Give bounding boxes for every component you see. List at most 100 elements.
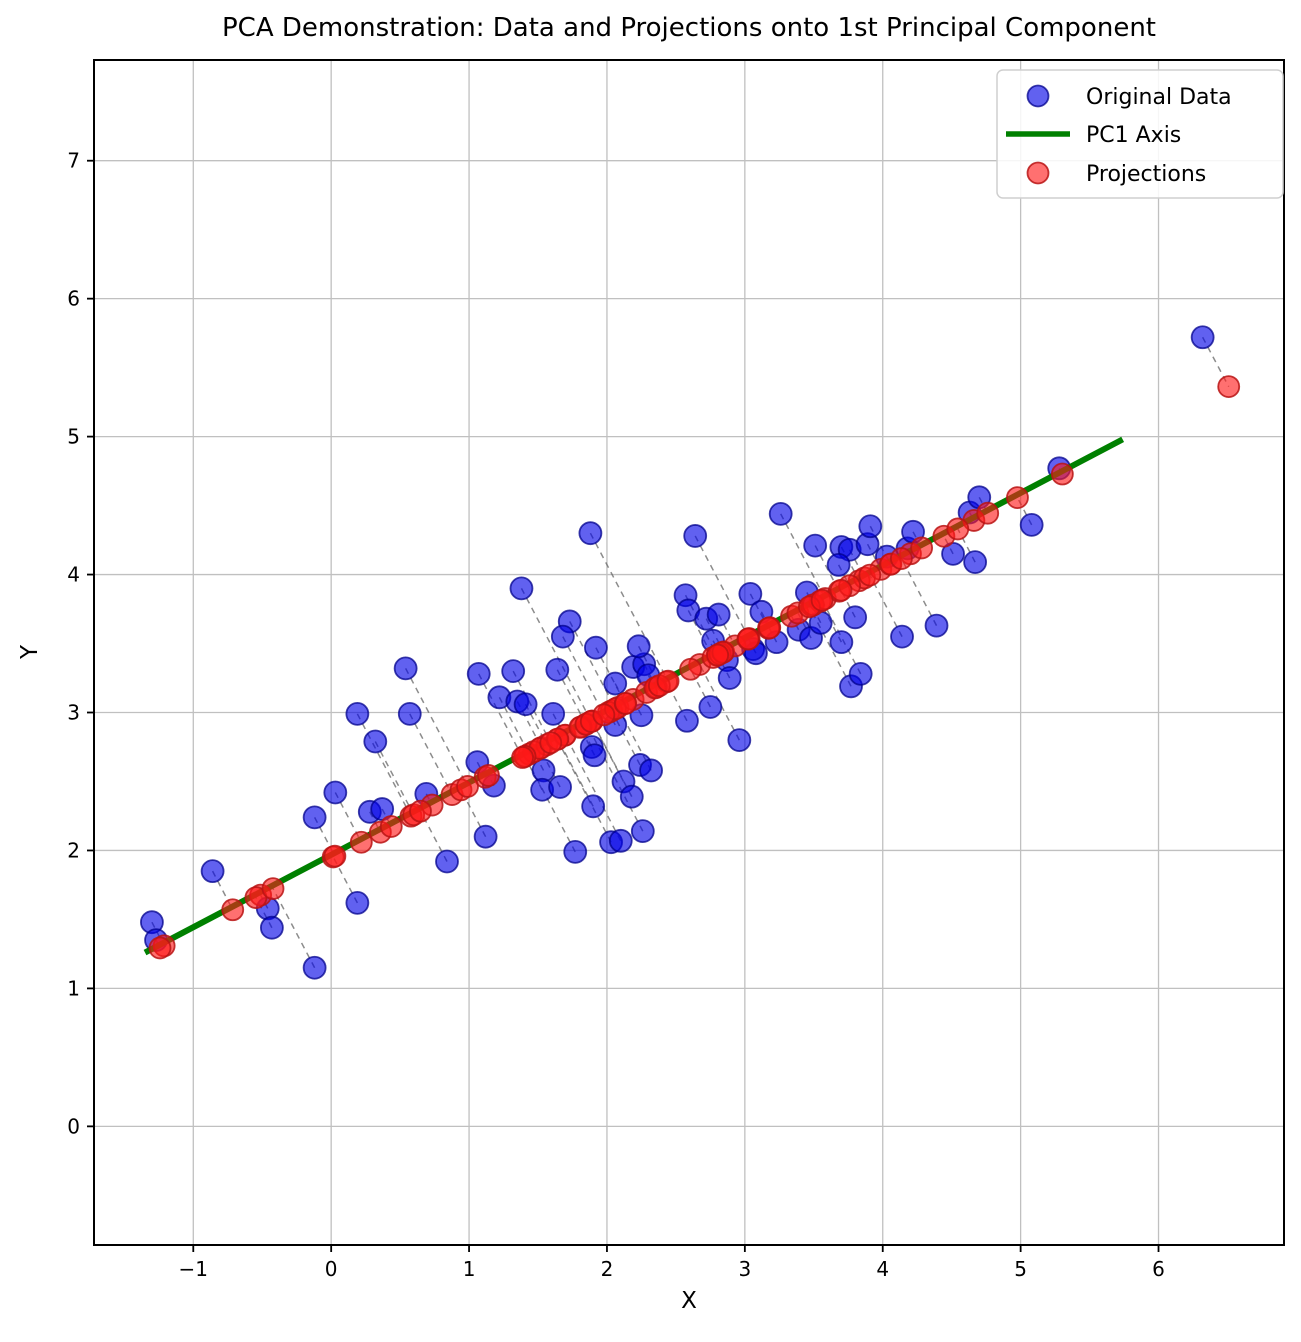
projection-point [477, 764, 500, 787]
projection-point [679, 657, 702, 681]
projection-point [976, 501, 1000, 525]
original-data-point [548, 775, 572, 799]
original-data-point [706, 602, 731, 627]
connector-line [900, 558, 938, 626]
original-data-point [727, 728, 752, 752]
x-tick-label: 6 [1152, 1257, 1165, 1281]
connector-line [356, 713, 412, 817]
connector-line [564, 734, 622, 842]
original-data-point [584, 635, 608, 660]
connector-line [589, 532, 669, 682]
original-data-point [509, 576, 534, 601]
original-data-point [603, 671, 628, 696]
y-tick-label: 4 [67, 563, 80, 587]
original-data-point [963, 550, 988, 575]
y-tick-label: 6 [67, 287, 80, 311]
original-data-points [140, 325, 1215, 980]
y-tick-label: 7 [67, 149, 80, 173]
original-data-point [363, 729, 388, 754]
original-data-point [466, 661, 491, 686]
projection-point [946, 517, 970, 541]
original-data-point [858, 514, 883, 539]
original-data-point [619, 784, 644, 809]
y-tick-label: 1 [67, 976, 80, 1000]
x-tick-label: 0 [325, 1257, 338, 1281]
projection-point [592, 703, 616, 727]
connector-line [409, 713, 453, 795]
original-data-point [345, 701, 370, 726]
x-tick-label: 4 [876, 1257, 889, 1281]
y-tick-label: 3 [67, 701, 80, 725]
connector-line [808, 606, 852, 687]
chart-title: PCA Demonstration: Data and Projections … [221, 13, 1156, 43]
original-data-point [639, 758, 663, 783]
original-data-point [738, 581, 763, 606]
projection-point [810, 588, 834, 612]
original-data-point [323, 780, 348, 805]
projection-point [261, 877, 285, 901]
projection-point [706, 643, 730, 667]
connector-line [821, 599, 862, 675]
y-tick-label: 5 [67, 425, 80, 449]
connector-line [272, 888, 316, 969]
original-data-point [848, 661, 873, 686]
original-data-point [393, 656, 418, 681]
original-data-point [501, 659, 526, 684]
projection-point [349, 830, 373, 854]
legend: Original Data PC1 Axis Projections [996, 69, 1284, 199]
connector-line [699, 664, 740, 741]
x-tick-label: 3 [738, 1257, 751, 1281]
projection-point [1217, 375, 1241, 399]
legend-label: Projections [1086, 162, 1206, 187]
original-data-point [200, 859, 225, 884]
original-data-point [397, 701, 422, 726]
connector-line [562, 636, 605, 716]
original-data-point [843, 605, 868, 630]
original-data-point [698, 695, 723, 719]
connector-line [780, 513, 826, 599]
projection-point [757, 616, 781, 640]
connector-line [374, 741, 415, 816]
original-data-point [541, 701, 566, 726]
projection-point [539, 731, 563, 755]
connector-line [694, 535, 750, 639]
legend-item-projections: Projections [1026, 161, 1206, 187]
connector-lines [151, 336, 1230, 969]
legend-box [996, 69, 1284, 199]
projection-point [656, 669, 680, 693]
original-data-point [829, 630, 854, 655]
original-data-point [1019, 512, 1044, 537]
x-tick-label: −1 [179, 1257, 208, 1281]
original-data-point [768, 501, 793, 526]
y-tick-label: 0 [67, 1114, 80, 1138]
projection-point [890, 547, 913, 570]
y-axis-label: Y [17, 644, 43, 660]
y-axis: 0 1 2 3 4 5 6 7 [67, 149, 94, 1138]
projection-point [409, 799, 432, 823]
connector-line [569, 621, 617, 710]
legend-item-pc1-axis: PC1 Axis [1006, 123, 1181, 148]
projection-point [511, 746, 534, 769]
axes-spines [93, 59, 1285, 1246]
original-data-point [608, 828, 633, 853]
original-data-point [1190, 325, 1215, 350]
x-tick-label: 5 [1014, 1257, 1027, 1281]
original-data-point [435, 849, 459, 874]
original-data-point [803, 533, 828, 558]
grid-lines [94, 60, 1284, 1245]
original-data-point [924, 613, 949, 638]
original-data-point [626, 634, 651, 659]
original-data-point [563, 839, 588, 864]
legend-item-original-data: Original Data [1026, 84, 1232, 110]
original-data-point [581, 794, 606, 819]
original-data-point [630, 819, 655, 844]
connector-line [556, 739, 612, 843]
legend-label: PC1 Axis [1086, 123, 1181, 148]
original-data-point [513, 692, 538, 717]
projection-points [148, 375, 1241, 960]
projection-point [1050, 462, 1074, 486]
connector-line [516, 701, 543, 748]
projection-point [148, 936, 172, 960]
original-data-point [675, 708, 699, 733]
